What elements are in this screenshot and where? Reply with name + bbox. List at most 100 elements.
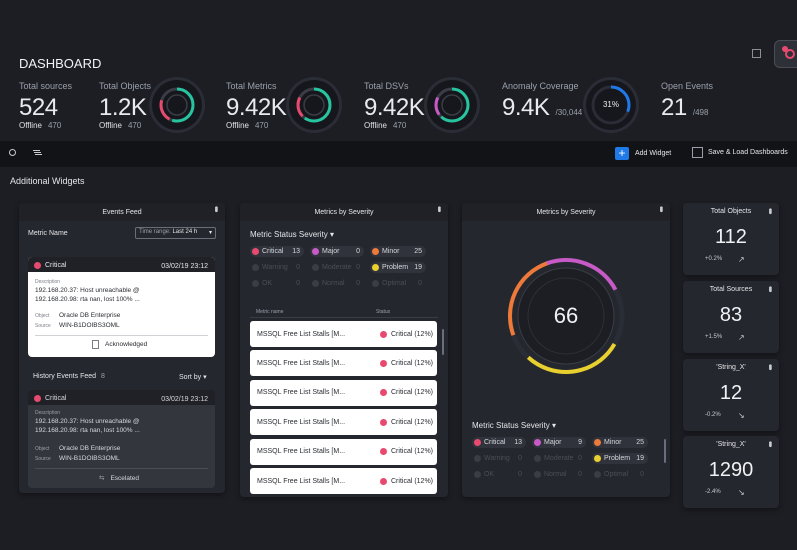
severity-count: 0 <box>518 471 522 478</box>
kpi-sources-offline: Offline 470 <box>19 121 62 130</box>
filter-icon[interactable] <box>33 150 40 151</box>
time-range-select[interactable]: Time range: Last 24 h ▾ <box>135 227 216 239</box>
severity-count: 0 <box>356 264 360 271</box>
severity-dot-icon <box>534 455 541 462</box>
scrollbar[interactable] <box>664 439 666 463</box>
severity-count: 25 <box>636 439 644 446</box>
critical-icon <box>380 389 387 397</box>
kpi-objects-offline: Offline 470 <box>99 121 142 130</box>
source-label: Source <box>35 456 51 462</box>
more-icon[interactable]: ••• <box>210 206 221 211</box>
toolbar <box>0 141 797 167</box>
stat-percent: +1.5% <box>705 334 723 340</box>
status-cell: Critical (12%) <box>380 448 433 456</box>
status-cell: Critical (12%) <box>380 330 433 338</box>
table-row[interactable]: MSSQL Free List Stalls [M... Critical (12… <box>250 438 437 465</box>
table-row[interactable]: MSSQL Free List Stalls [M... Critical (12… <box>250 468 437 494</box>
stat-value: 112 <box>715 226 747 248</box>
stat-percent: +0.2% <box>705 256 723 262</box>
kpi-anomaly-ring: 31% <box>586 80 636 130</box>
more-icon[interactable]: ••• <box>764 441 775 446</box>
avatar[interactable] <box>774 40 797 68</box>
severity-chip-optimal[interactable]: Optimal 0 <box>370 278 426 289</box>
severity-chip-critical[interactable]: Critical 13 <box>250 246 304 257</box>
more-icon[interactable]: ••• <box>764 208 775 213</box>
severity-chip-warning[interactable]: Warning 0 <box>250 262 304 273</box>
more-icon[interactable]: ••• <box>433 206 444 211</box>
add-widget-button[interactable]: + Add Widget <box>615 147 671 160</box>
status-cell: Critical (12%) <box>380 477 433 485</box>
severity-chip-optimal[interactable]: Optimal 0 <box>592 469 648 480</box>
external-link-icon[interactable] <box>752 49 761 58</box>
event-card-history[interactable]: Critical 03/02/19 23:12 Description 192.… <box>28 390 215 488</box>
severity-count: 0 <box>296 280 300 287</box>
stat-value: 83 <box>719 304 743 326</box>
severity-dot-icon <box>252 248 259 255</box>
severity-label: Problem <box>382 264 409 271</box>
stat-percent: -2.4% <box>705 489 721 495</box>
more-icon[interactable]: ••• <box>655 206 666 211</box>
severity-label: Minor <box>382 248 400 255</box>
critical-icon <box>380 448 387 456</box>
target-icon <box>785 49 795 59</box>
page-title: DASHBOARD <box>19 56 102 71</box>
severity-dot-icon <box>312 248 319 255</box>
table-row[interactable]: MSSQL Free List Stalls [M... Critical (12… <box>250 321 437 347</box>
section-title: Additional Widgets <box>10 176 85 186</box>
more-icon[interactable]: ••• <box>764 286 775 291</box>
severity-chip-minor[interactable]: Minor 25 <box>370 246 426 257</box>
severity-chip-problem[interactable]: Problem 19 <box>370 262 426 273</box>
object-value: Oracle DB Enterprise <box>59 312 121 319</box>
severity-chip-ok[interactable]: OK 0 <box>250 278 304 289</box>
table-row[interactable]: MSSQL Free List Stalls [M... Critical (12… <box>250 409 437 436</box>
add-widget-label: Add Widget <box>635 150 672 157</box>
severity-chip-major[interactable]: Major 9 <box>532 437 586 448</box>
stat-card: Total Sources ••• 83 +1.5% ↗ <box>683 281 779 353</box>
event-description: 192.168.20.37: Host unreachable @ 192.16… <box>35 287 140 303</box>
gauge: 66 <box>506 256 626 376</box>
severity-dot-icon <box>474 439 481 446</box>
severity-dot-icon <box>534 471 541 478</box>
acknowledged-button[interactable]: Acknowledged <box>92 340 147 349</box>
severity-chip-moderate[interactable]: Moderate 0 <box>532 453 586 464</box>
severity-chip-problem[interactable]: Problem 19 <box>592 453 648 464</box>
history-events-label: History Events Feed 8 <box>33 373 105 380</box>
sort-by-dropdown[interactable]: Sort by ▾ <box>179 374 207 381</box>
severity-count: 13 <box>514 439 522 446</box>
severity-count: 0 <box>640 471 644 478</box>
metric-name-label: Metric Name <box>28 230 68 237</box>
severity-count: 0 <box>578 455 582 462</box>
severity-count: 9 <box>578 439 582 446</box>
events-feed-title: Events Feed <box>102 208 142 216</box>
severity-label: Major <box>322 248 340 255</box>
kpi-metrics-value: 9.42K <box>226 94 287 121</box>
kpi-objects-label: Total Objects <box>99 81 152 91</box>
severity-dot-icon <box>474 455 481 462</box>
severity-chip-warning[interactable]: Warning 0 <box>472 453 526 464</box>
severity-count: 0 <box>296 264 300 271</box>
severity-chip-ok[interactable]: OK 0 <box>472 469 526 480</box>
scrollbar[interactable] <box>442 329 444 355</box>
severity-chip-normal[interactable]: Normal 0 <box>532 469 586 480</box>
critical-icon <box>380 330 387 338</box>
severity-chip-normal[interactable]: Normal 0 <box>310 278 364 289</box>
metric-name: MSSQL Free List Stalls [M... <box>257 477 346 485</box>
severity-chip-minor[interactable]: Minor 25 <box>592 437 648 448</box>
severity-dropdown[interactable]: Metric Status Severity ▾ <box>472 421 557 430</box>
critical-icon <box>34 262 41 269</box>
escalated-button[interactable]: ⇆ Escelated <box>99 474 139 483</box>
gauge-value: 66 <box>553 303 579 328</box>
search-icon[interactable] <box>9 149 16 156</box>
kpi-dsvs-value: 9.42K <box>364 94 425 121</box>
event-card-active[interactable]: Critical 03/02/19 23:12 Description 192.… <box>28 257 215 357</box>
severity-chip-critical[interactable]: Critical 13 <box>472 437 526 448</box>
table-row[interactable]: MSSQL Free List Stalls [M... Critical (12… <box>250 379 437 406</box>
table-row[interactable]: MSSQL Free List Stalls [M... Critical (12… <box>250 350 437 377</box>
more-icon[interactable]: ••• <box>764 364 775 369</box>
severity-chip-moderate[interactable]: Moderate 0 <box>310 262 364 273</box>
metrics-gauge-widget: Metrics by Severity ••• 66 Metric Status … <box>462 203 670 497</box>
severity-chip-major[interactable]: Major 0 <box>310 246 364 257</box>
save-load-button[interactable]: Save & Load Dashboards <box>692 147 788 158</box>
severity-dropdown[interactable]: Metric Status Severity ▾ <box>250 230 335 239</box>
status-cell: Critical (12%) <box>380 418 433 426</box>
